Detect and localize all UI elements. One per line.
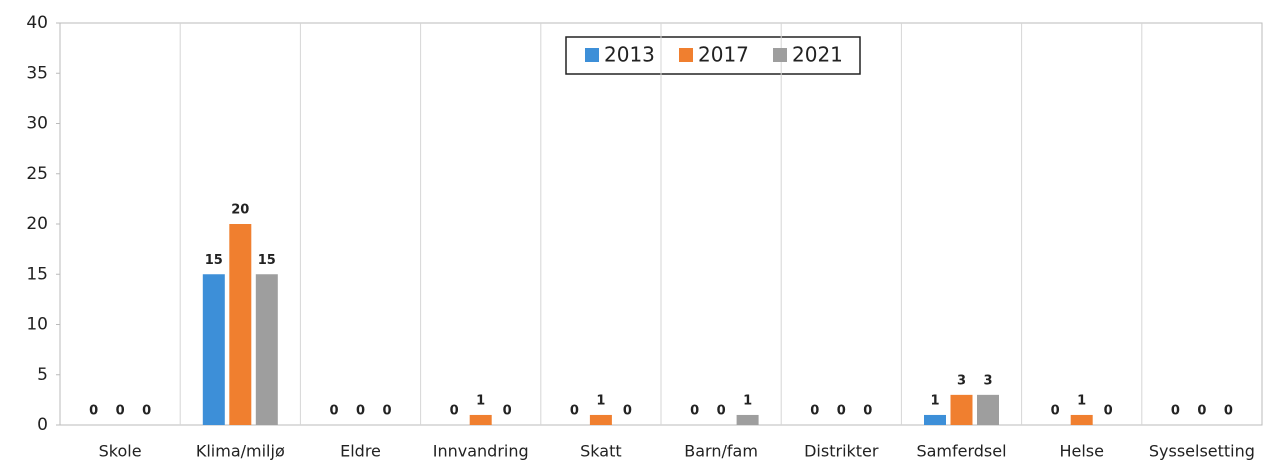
value-label: 0 <box>690 404 699 419</box>
value-label: 3 <box>983 373 992 388</box>
bar <box>202 274 225 425</box>
value-label: 1 <box>596 393 605 408</box>
value-label: 0 <box>570 404 579 419</box>
x-tick-label: Skole <box>99 442 142 461</box>
value-label: 0 <box>837 404 846 419</box>
bar <box>950 394 973 425</box>
value-label: 20 <box>231 203 249 218</box>
value-label: 0 <box>329 404 338 419</box>
bar <box>924 414 946 425</box>
y-tick-label: 25 <box>26 164 48 184</box>
legend-label: 2017 <box>698 43 749 67</box>
value-label: 0 <box>142 404 151 419</box>
value-label: 0 <box>89 404 98 419</box>
legend-swatch <box>585 48 599 62</box>
bar <box>229 224 252 425</box>
value-label: 0 <box>717 404 726 419</box>
value-label: 0 <box>863 404 872 419</box>
value-label: 0 <box>1051 404 1060 419</box>
value-label: 3 <box>957 373 966 388</box>
value-label: 15 <box>258 253 276 268</box>
bar <box>255 274 278 425</box>
x-tick-label: Samferdsel <box>916 442 1006 461</box>
value-label: 0 <box>1197 404 1206 419</box>
y-tick-label: 20 <box>26 214 48 234</box>
y-tick-label: 0 <box>37 415 48 435</box>
value-label: 1 <box>1077 393 1086 408</box>
x-tick-label: Klima/miljø <box>196 442 285 461</box>
bar <box>1070 414 1093 425</box>
bar <box>589 414 612 425</box>
value-label: 0 <box>623 404 632 419</box>
x-tick-label: Innvandring <box>433 442 529 461</box>
y-tick-label: 35 <box>26 63 48 83</box>
value-label: 0 <box>503 404 512 419</box>
y-tick-label: 15 <box>26 264 48 284</box>
legend-label: 2013 <box>604 43 655 67</box>
legend-swatch <box>679 48 693 62</box>
x-tick-label: Helse <box>1059 442 1104 461</box>
value-label: 0 <box>1224 404 1233 419</box>
value-label: 0 <box>450 404 459 419</box>
bar <box>736 414 759 425</box>
value-label: 1 <box>930 393 939 408</box>
y-tick-label: 5 <box>37 365 48 385</box>
x-tick-label: Barn/fam <box>684 442 758 461</box>
value-label: 0 <box>1171 404 1180 419</box>
x-tick-label: Skatt <box>580 442 622 461</box>
x-tick-label: Sysselsetting <box>1149 442 1255 461</box>
legend-label: 2021 <box>792 43 843 67</box>
value-label: 0 <box>810 404 819 419</box>
x-tick-label: Eldre <box>340 442 381 461</box>
value-label: 0 <box>382 404 391 419</box>
y-tick-label: 40 <box>26 13 48 33</box>
bar <box>977 394 999 425</box>
y-tick-label: 10 <box>26 315 48 335</box>
bar <box>469 414 492 425</box>
value-label: 0 <box>116 404 125 419</box>
legend-box <box>565 36 861 75</box>
value-label: 0 <box>1104 404 1113 419</box>
legend-swatch <box>773 48 787 62</box>
value-label: 0 <box>356 404 365 419</box>
value-label: 15 <box>205 253 223 268</box>
x-tick-label: Distrikter <box>804 442 879 461</box>
value-label: 1 <box>476 393 485 408</box>
value-label: 1 <box>743 393 752 408</box>
y-tick-label: 30 <box>26 114 48 134</box>
